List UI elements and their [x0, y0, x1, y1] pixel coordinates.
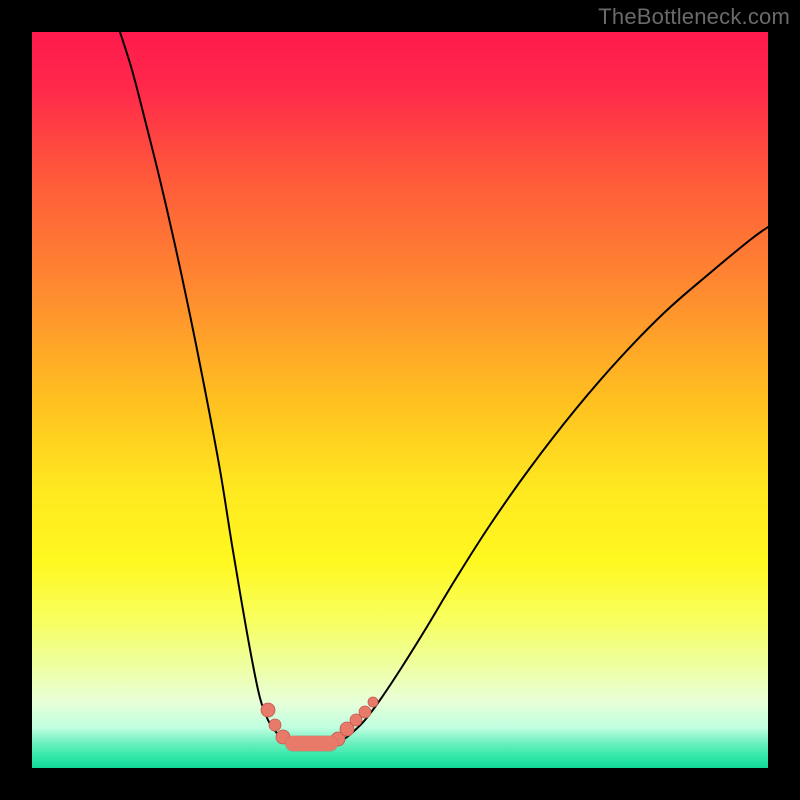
- watermark-text: TheBottleneck.com: [598, 4, 790, 30]
- chart-svg: [0, 0, 800, 800]
- marker-dot: [269, 719, 281, 731]
- marker-dot: [368, 697, 378, 707]
- plot-background: [32, 32, 768, 768]
- marker-dot: [359, 706, 371, 718]
- marker-dot: [261, 703, 275, 717]
- chart-container: TheBottleneck.com: [0, 0, 800, 800]
